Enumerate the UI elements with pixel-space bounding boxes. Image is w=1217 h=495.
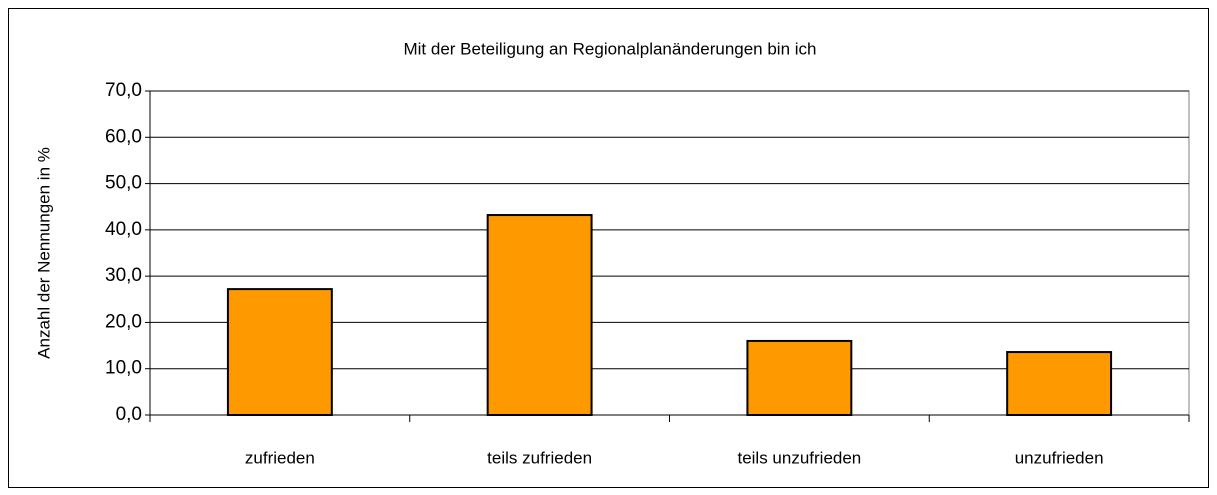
bar (226, 288, 333, 416)
y-tick-label: 30,0 (105, 265, 142, 286)
y-tick-label: 60,0 (105, 126, 142, 147)
y-tick-label: 40,0 (105, 219, 142, 240)
y-tick-label: 20,0 (105, 311, 142, 332)
y-tick-label: 10,0 (105, 358, 142, 379)
y-tick-label: 70,0 (105, 80, 142, 101)
y-tick-label: 50,0 (105, 173, 142, 194)
x-tick-label: teils zufrieden (487, 448, 592, 467)
bar (486, 214, 593, 416)
bar (1006, 351, 1113, 416)
y-axis-label: Anzahl der Nennungen in % (34, 147, 53, 359)
x-tick-label: teils unzufrieden (737, 448, 861, 467)
x-tick-label: zufrieden (245, 448, 315, 467)
chart-title: Mit der Beteiligung an Regionalplanänder… (403, 39, 816, 58)
y-tick-label: 0,0 (116, 404, 142, 425)
x-tick-label: unzufrieden (1015, 448, 1104, 467)
bar (746, 339, 853, 417)
